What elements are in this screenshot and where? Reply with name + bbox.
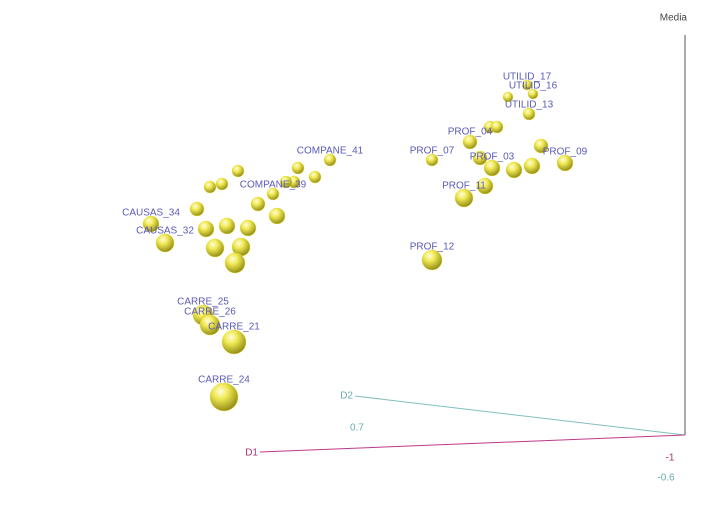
point-label: CARRE_24 bbox=[198, 375, 250, 386]
point bbox=[231, 164, 245, 178]
point bbox=[221, 329, 247, 355]
point-label: CAUSAS_34 bbox=[122, 208, 180, 219]
point bbox=[209, 382, 239, 412]
point bbox=[291, 161, 305, 175]
point bbox=[454, 188, 474, 208]
point bbox=[476, 177, 494, 195]
point bbox=[472, 150, 488, 166]
point-label: UTILID_13 bbox=[505, 100, 554, 111]
point bbox=[521, 79, 533, 91]
point-label: CAUSAS_32 bbox=[136, 226, 194, 237]
d2-axis bbox=[354, 395, 686, 436]
point-label: COMPANE_41 bbox=[297, 146, 364, 157]
point-label: UTILID_16 bbox=[509, 81, 558, 92]
point bbox=[523, 157, 541, 175]
point-label: PROF_11 bbox=[442, 181, 486, 192]
point-label: PROF_12 bbox=[410, 242, 455, 253]
point bbox=[490, 120, 504, 134]
d2-tick-label: 0.7 bbox=[350, 423, 364, 434]
point bbox=[308, 170, 322, 184]
point-label: UTILID_17 bbox=[503, 72, 552, 83]
point bbox=[483, 159, 501, 177]
point-label: COMPANE_39 bbox=[240, 180, 307, 191]
point-label: PROF_04 bbox=[448, 127, 493, 138]
d2-tick-label: -0.6 bbox=[657, 473, 675, 484]
point bbox=[421, 249, 443, 271]
point bbox=[155, 233, 175, 253]
point bbox=[502, 91, 514, 103]
point bbox=[189, 201, 205, 217]
point-label: CARRE_21 bbox=[208, 322, 260, 333]
point bbox=[556, 154, 574, 172]
point-label: CARRE_26 bbox=[184, 307, 236, 318]
point bbox=[268, 207, 286, 225]
point bbox=[266, 187, 280, 201]
point bbox=[142, 215, 160, 233]
point-label: PROF_09 bbox=[543, 147, 588, 158]
point bbox=[533, 138, 549, 154]
axis-name: Media bbox=[660, 13, 688, 24]
point bbox=[239, 219, 257, 237]
point bbox=[250, 196, 266, 212]
point bbox=[203, 180, 217, 194]
point bbox=[215, 177, 229, 191]
point bbox=[527, 88, 539, 100]
point-label: CARRE_25 bbox=[177, 297, 229, 308]
point bbox=[205, 238, 225, 258]
axis-name: D1 bbox=[245, 448, 258, 459]
point-label: PROF_03 bbox=[470, 152, 515, 163]
point bbox=[522, 107, 536, 121]
point bbox=[197, 220, 215, 238]
point bbox=[218, 217, 236, 235]
point bbox=[505, 161, 523, 179]
point bbox=[425, 153, 439, 167]
point bbox=[323, 153, 337, 167]
point bbox=[224, 252, 246, 274]
d1-axis bbox=[259, 434, 686, 453]
d1-tick-label: -1 bbox=[666, 453, 675, 464]
point bbox=[462, 134, 478, 150]
point bbox=[279, 175, 293, 189]
point bbox=[199, 314, 221, 336]
axis-name: D2 bbox=[340, 391, 353, 402]
point-label: PROF_07 bbox=[410, 146, 455, 157]
